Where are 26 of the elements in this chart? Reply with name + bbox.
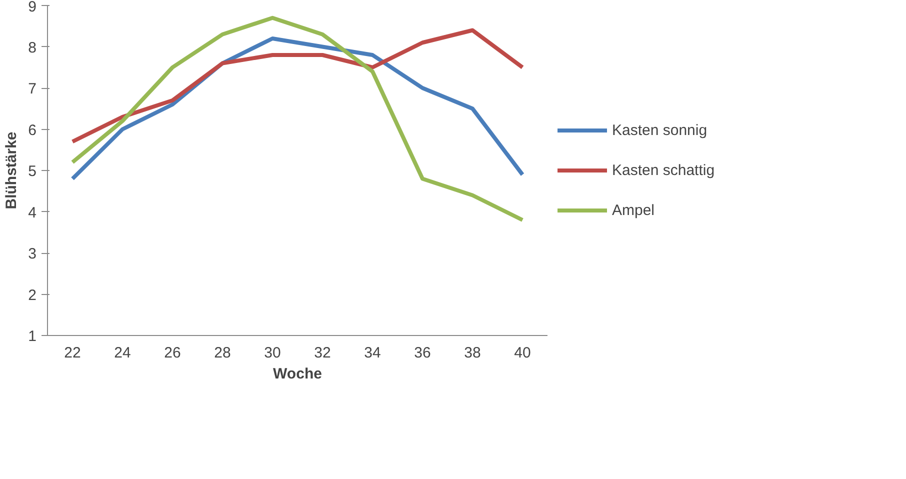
y-tick-label: 1 — [28, 328, 36, 345]
x-tick-label: 24 — [114, 344, 131, 362]
x-tick-label: 32 — [314, 344, 331, 362]
line-series — [70, 28, 524, 144]
x-tick-label: 36 — [414, 344, 431, 362]
x-tick-label: 30 — [264, 344, 281, 362]
x-tick-label: 26 — [164, 344, 181, 362]
y-tick-label: 2 — [28, 286, 36, 304]
x-tick-label: 22 — [64, 344, 81, 362]
x-axis-title: Woche — [273, 366, 322, 382]
y-tick-label: 9 — [28, 0, 36, 16]
x-tick-label: 38 — [464, 344, 481, 362]
legend-label: Ampel — [612, 202, 655, 218]
y-axis-title: Blühstärke — [3, 132, 20, 210]
x-tick-label: 28 — [214, 344, 231, 362]
y-tick-label: 8 — [28, 39, 36, 56]
line-series — [70, 16, 524, 222]
y-tick-label: 3 — [28, 246, 36, 262]
y-tick-label: 6 — [28, 122, 36, 139]
x-tick-label: 34 — [364, 344, 381, 362]
legend-label: Kasten schattig — [612, 162, 715, 178]
y-tick-label: 4 — [28, 204, 36, 222]
x-tick-label: 40 — [514, 344, 531, 362]
legend-label: Kasten sonnig — [612, 122, 708, 138]
y-tick-label: 5 — [28, 163, 36, 180]
y-tick-label: 7 — [28, 80, 36, 98]
